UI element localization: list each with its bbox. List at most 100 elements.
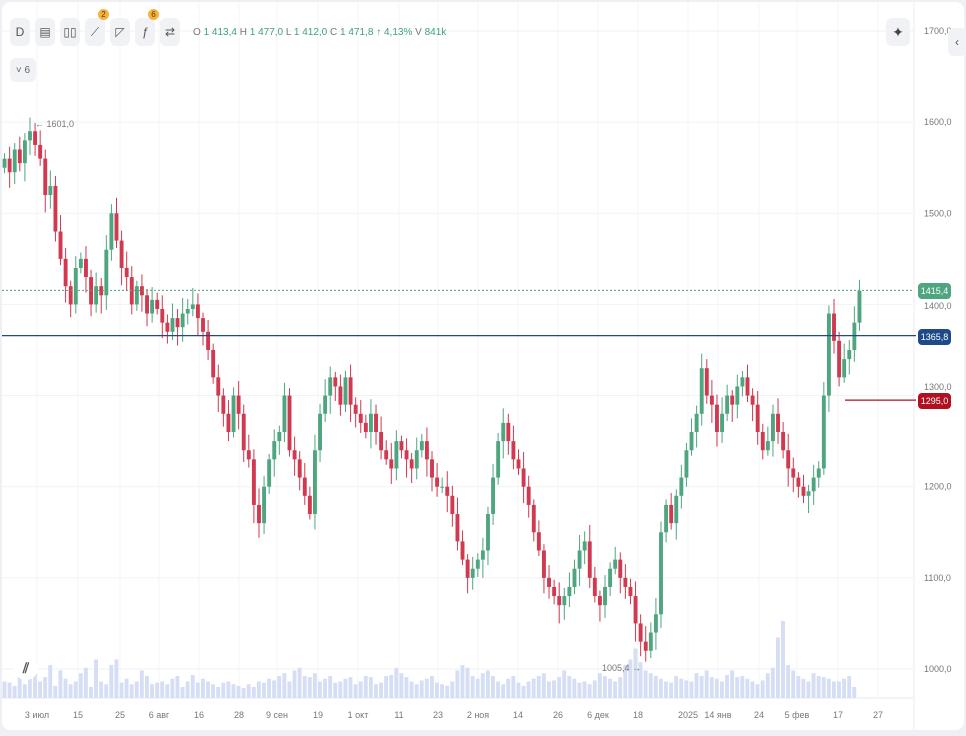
volume-bar	[94, 659, 98, 698]
volume-bar	[491, 676, 495, 698]
volume-bar	[348, 677, 353, 698]
volume-bar	[160, 681, 165, 698]
candle-body	[480, 550, 485, 560]
candle-body	[760, 432, 765, 451]
time-tick: 3 июл	[25, 710, 49, 720]
volume-bar	[272, 680, 277, 698]
time-tick: 6 дек	[587, 710, 609, 720]
volume-bar	[592, 680, 597, 698]
notes-icon[interactable]: ▤	[35, 18, 55, 46]
candle-type-icon[interactable]: ▯▯	[60, 18, 80, 46]
candle-body	[94, 286, 99, 305]
volume-bar	[694, 673, 699, 698]
candle-body	[430, 459, 434, 478]
volume-bar	[455, 670, 460, 698]
volume-bar	[516, 682, 521, 698]
candle-body	[521, 468, 526, 487]
price-tick: 1100,0	[924, 573, 951, 583]
volume-bar	[638, 662, 643, 698]
volume-bar	[190, 674, 195, 698]
price-tick: 1500,0	[924, 208, 952, 218]
candle-body	[165, 322, 170, 332]
volume-bar	[526, 681, 531, 698]
candle-body	[28, 131, 32, 141]
candle-body	[821, 395, 826, 469]
candle-body	[720, 413, 725, 433]
candle-body	[450, 495, 455, 515]
candle-body	[12, 149, 17, 173]
volume-bar	[699, 676, 704, 698]
volume-bar	[770, 667, 775, 698]
volume-bar	[628, 659, 633, 698]
candle-body	[267, 459, 272, 487]
candle-body	[516, 459, 521, 469]
volume-bar	[546, 681, 551, 698]
candle-body	[185, 308, 190, 314]
volume-bar	[139, 670, 144, 698]
candle-body	[496, 441, 501, 478]
volume-bar	[557, 677, 562, 698]
change-value: ↑ 4,13%	[376, 26, 413, 38]
candle-body	[353, 404, 358, 414]
ai-sparkle-icon[interactable]: ✦	[886, 18, 910, 46]
volume-bar	[658, 678, 663, 698]
time-tick: 14 янв	[704, 710, 731, 720]
candle-body	[694, 413, 699, 433]
candle-body	[145, 295, 149, 314]
volume-bar	[648, 673, 653, 698]
candle-body	[124, 267, 129, 278]
volume-bar	[73, 681, 78, 698]
ohlc-readout: O 1 413,4 H 1 477,0 L 1 412,0 C 1 471,8 …	[193, 27, 446, 38]
indicators-toggle[interactable]: ˅ 6	[10, 58, 36, 82]
candle-body	[272, 441, 277, 460]
volume-bar	[602, 676, 607, 698]
blue-level-label[interactable]: 1365,8	[918, 329, 951, 345]
volume-bar	[735, 677, 740, 698]
volume-bar	[394, 667, 399, 698]
candle-body	[297, 459, 302, 478]
volume-bar	[338, 681, 343, 698]
candle-body	[435, 477, 440, 487]
volume-value: 841k	[424, 26, 447, 38]
settings-sliders-icon[interactable]: ⇄	[160, 18, 180, 46]
time-tick: 9 сен	[266, 710, 288, 720]
candle-body	[771, 413, 775, 442]
red-level-label[interactable]: 1295,0	[918, 393, 951, 409]
volume-bar	[852, 687, 857, 698]
volume-bar	[440, 684, 445, 698]
volume-bar	[83, 667, 88, 698]
candle-body	[542, 550, 546, 578]
brush-icon[interactable]: ◸	[110, 18, 130, 46]
candle-body	[384, 450, 389, 460]
volume-bar	[511, 676, 516, 698]
volume-bar	[119, 682, 124, 698]
volume-bar	[653, 676, 658, 698]
volume-bar	[129, 684, 134, 698]
volume-bar	[287, 681, 292, 698]
volume-bar	[195, 682, 200, 698]
price-tick: 1000,0	[924, 664, 952, 674]
volume-bar	[801, 678, 806, 698]
candle-body	[562, 596, 567, 606]
volume-bar	[750, 681, 755, 698]
volume-bar	[307, 677, 312, 698]
candle-body	[597, 596, 602, 606]
interval-button[interactable]: D	[10, 18, 30, 46]
o-label: O	[193, 26, 201, 38]
candle-body	[659, 532, 663, 615]
price-tick: 1300,0	[924, 382, 952, 392]
volume-bar	[633, 648, 638, 698]
candle-body	[73, 267, 78, 305]
candle-body	[358, 413, 363, 423]
candle-body	[633, 596, 638, 624]
volume-bar	[664, 681, 668, 698]
candle-body	[201, 318, 205, 332]
drawing-tools-icon[interactable]: ⟋ 2	[85, 9, 109, 46]
collapse-panel-button[interactable]: ‹	[948, 28, 966, 56]
candle-body	[613, 559, 618, 569]
candle-body	[852, 322, 857, 350]
candle-body	[796, 477, 801, 487]
indicators-badge: 6	[148, 9, 159, 20]
